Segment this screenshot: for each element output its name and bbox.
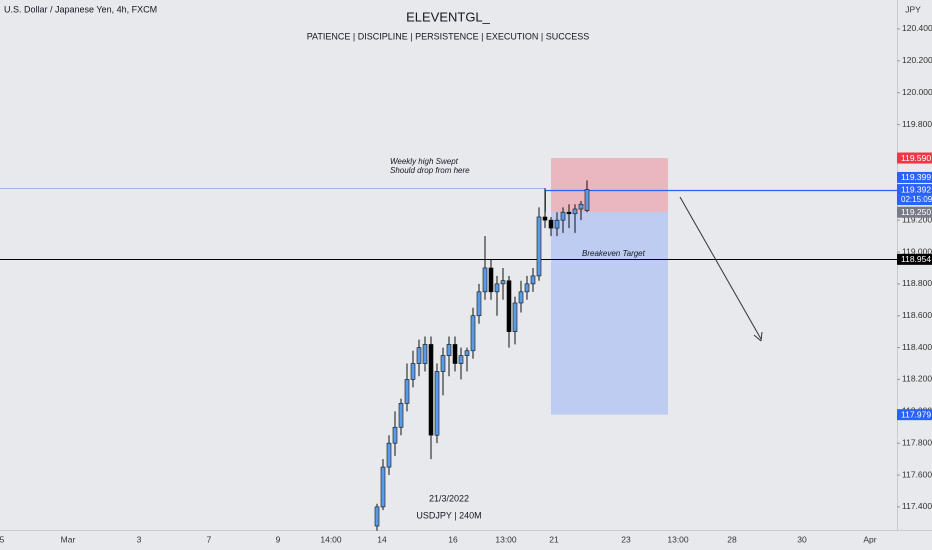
candle-body (500, 280, 506, 285)
candle-body (428, 344, 434, 436)
arrow-line (679, 196, 762, 340)
x-tick-label: 30 (797, 534, 807, 544)
candle-body (410, 363, 416, 380)
price-badge (897, 152, 932, 164)
candle-body (404, 379, 410, 404)
y-tick-label: 118.600 (902, 310, 932, 320)
price-badge-label: 119.590 (901, 153, 931, 163)
y-tick-label: 120.400 (902, 23, 932, 33)
annotation: Should drop from here (390, 166, 470, 175)
stop-zone (551, 158, 668, 213)
candle-body (494, 283, 500, 293)
annotation: 21/3/2022 (429, 493, 469, 503)
y-tick-label: 117.400 (902, 501, 932, 511)
candle-body (542, 216, 548, 221)
y-tick-label: 120.000 (902, 87, 932, 97)
candle-body (386, 442, 392, 468)
price-badge-label: 119.399 (901, 172, 931, 182)
x-tick-label: 13:00 (495, 534, 517, 544)
y-tick-label: 117.800 (902, 437, 932, 447)
candle-body (482, 267, 488, 293)
x-tick-label: 23 (621, 534, 631, 544)
candle-body (380, 466, 386, 508)
candle-body (488, 267, 494, 293)
annotation: Breakeven Target (582, 249, 646, 258)
candle-body (440, 355, 446, 372)
x-tick-label: 3 (137, 534, 142, 544)
candle-body (554, 219, 560, 229)
chart-subtitle: PATIENCE | DISCIPLINE | PERSISTENCE | EX… (307, 31, 590, 41)
y-tick-label: 117.600 (902, 469, 932, 479)
candle-body (476, 291, 482, 317)
x-tick-label: 14:00 (320, 534, 342, 544)
x-tick-label: 5 (0, 534, 5, 544)
x-tick-label: 9 (276, 534, 281, 544)
x-tick-label: 13:00 (667, 534, 689, 544)
y-tick-label: 120.200 (902, 55, 932, 65)
price-badge (897, 253, 932, 265)
currency-label: JPY (905, 4, 921, 14)
candle-body (518, 291, 524, 304)
target-zone (551, 212, 668, 415)
y-tick-label: 118.800 (902, 278, 932, 288)
candle-body (452, 344, 458, 364)
candle-body (422, 344, 428, 364)
candle-body (470, 315, 476, 352)
x-tick-label: 28 (727, 534, 737, 544)
annotation: Weekly high Swept (390, 157, 459, 166)
price-badge-label: 117.979 (901, 409, 931, 419)
candle-body (416, 347, 422, 364)
plot-area (0, 158, 897, 531)
candle-body (566, 211, 572, 215)
price-badge-label: 119.392 (901, 184, 931, 194)
countdown-bg (897, 195, 932, 206)
y-tick-label: 118.400 (902, 342, 932, 352)
x-tick-label: Apr (863, 534, 876, 544)
candle-body (398, 403, 404, 428)
symbol-label: U.S. Dollar / Japanese Yen, 4h, FXCM (4, 4, 157, 14)
candle-body (536, 216, 542, 277)
candle-body (434, 371, 440, 436)
candle-body (458, 355, 464, 364)
price-badge (897, 206, 932, 218)
x-tick-label: 14 (377, 534, 387, 544)
countdown: 02:15:09 (901, 195, 932, 204)
candle-body (446, 344, 452, 356)
candle-body (524, 283, 530, 293)
candle-body (530, 275, 536, 285)
candle-body (584, 189, 590, 211)
candle-body (548, 219, 554, 229)
price-badge (897, 409, 932, 421)
y-tick-label: 119.200 (902, 214, 932, 224)
x-tick-label: 21 (549, 534, 559, 544)
x-tick-label: 16 (448, 534, 458, 544)
chart-title: ELEVENTGL_ (406, 9, 491, 24)
candle-body (578, 203, 584, 210)
candle-body (506, 280, 512, 332)
candle-body (464, 350, 470, 356)
candle-body (374, 506, 380, 527)
price-badge-label: 119.250 (901, 207, 931, 217)
price-badge-label: 118.954 (901, 254, 931, 264)
y-tick-label: 118.200 (902, 374, 932, 384)
candle-body (392, 426, 398, 444)
arrow-head (753, 331, 763, 342)
candle-body (572, 208, 578, 215)
candle-body (512, 302, 518, 332)
candle-body (560, 211, 566, 221)
x-tick-label: 7 (207, 534, 212, 544)
price-badge (897, 171, 932, 183)
y-tick-label: 119.000 (902, 246, 932, 256)
y-tick-label: 119.800 (902, 119, 932, 129)
price-badge (897, 184, 932, 196)
x-tick-label: Mar (61, 534, 76, 544)
annotation: USDJPY | 240M (416, 510, 481, 520)
